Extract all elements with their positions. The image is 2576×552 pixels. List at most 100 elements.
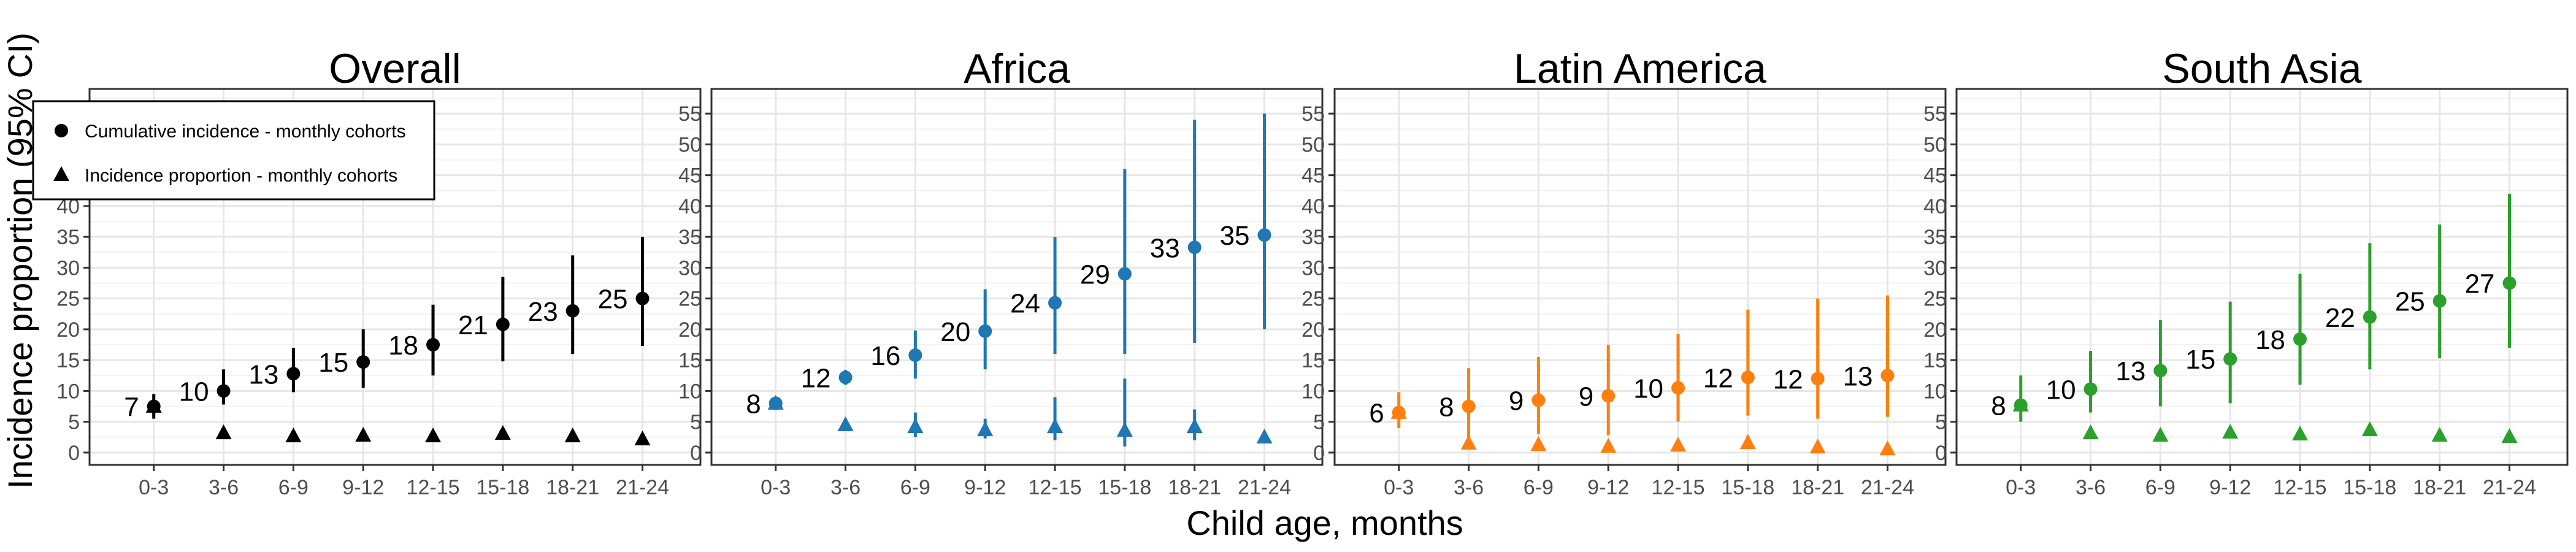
data-point-triangle — [1186, 418, 1203, 434]
x-tick-label: 15-18 — [1721, 476, 1774, 499]
data-point-circle — [1462, 399, 1476, 413]
y-tick-label: 55 — [678, 102, 702, 126]
y-tick-label: 15 — [1923, 349, 1947, 372]
data-point-triangle — [2222, 423, 2239, 439]
data-point-triangle — [2431, 426, 2448, 442]
data-label: 25 — [598, 285, 628, 315]
legend: Cumulative incidence - monthly cohorts In… — [32, 100, 435, 201]
data-point-triangle — [1116, 421, 1133, 437]
x-tick-label: 6-9 — [900, 476, 930, 499]
data-point-circle — [496, 317, 510, 331]
data-label: 8 — [746, 389, 761, 420]
y-tick-label: 45 — [1301, 164, 1325, 188]
data-label: 20 — [940, 317, 970, 347]
x-tick-label: 0-3 — [139, 476, 169, 499]
y-tick-label: 0 — [1313, 442, 1325, 465]
x-tick-label: 6-9 — [278, 476, 309, 499]
x-tick-label: 18-21 — [546, 476, 599, 499]
data-label: 13 — [2115, 356, 2145, 386]
data-point-circle — [426, 338, 440, 352]
data-point-circle — [2153, 364, 2168, 378]
data-point-triangle — [1047, 418, 1064, 434]
data-point-circle — [1741, 370, 1755, 385]
x-tick-label: 18-21 — [1168, 476, 1221, 499]
y-tick-label: 0 — [68, 442, 80, 465]
x-tick-label: 21-24 — [1861, 476, 1914, 499]
data-label: 35 — [1220, 221, 1250, 251]
data-label: 12 — [1703, 363, 1733, 393]
y-tick-label: 10 — [1923, 380, 1947, 403]
panel-title: Africa — [964, 45, 1070, 92]
y-tick-label: 20 — [678, 318, 702, 342]
x-tick-label: 15-18 — [476, 476, 529, 499]
x-tick-label: 3-6 — [209, 476, 239, 499]
y-tick-label: 50 — [1301, 133, 1325, 156]
y-tick-label: 25 — [56, 288, 80, 311]
x-tick-label: 18-21 — [2413, 476, 2466, 499]
y-tick-label: 35 — [1301, 226, 1325, 249]
y-tick-label: 55 — [1923, 102, 1947, 126]
panel-border — [88, 88, 702, 466]
data-point-circle — [1187, 240, 1202, 255]
data-point-circle — [1671, 381, 1685, 395]
data-point-triangle — [2292, 425, 2309, 441]
data-point-triangle — [215, 424, 232, 440]
x-tick-label: 21-24 — [1238, 476, 1291, 499]
data-label: 9 — [1579, 381, 1593, 412]
legend-circle-icon — [55, 124, 68, 137]
x-tick-label: 12-15 — [407, 476, 460, 499]
data-point-circle — [1601, 389, 1616, 403]
panel-title: South Asia — [2162, 45, 2361, 92]
data-point-triangle — [1739, 434, 1756, 450]
data-label: 18 — [2255, 325, 2285, 355]
y-tick-label: 20 — [1923, 318, 1947, 342]
y-tick-label: 10 — [1301, 380, 1325, 403]
data-label: 15 — [318, 348, 348, 378]
y-tick-label: 30 — [1923, 256, 1947, 280]
y-tick-label: 25 — [1923, 288, 1947, 311]
data-point-circle — [2223, 352, 2237, 366]
data-point-triangle — [2012, 396, 2029, 412]
data-point-triangle — [1809, 439, 1826, 454]
y-tick-label: 5 — [1935, 411, 1947, 434]
x-tick-label: 21-24 — [2483, 476, 2536, 499]
data-point-triangle — [2361, 421, 2378, 437]
data-label: 16 — [870, 341, 900, 371]
data-label: 8 — [1991, 391, 2006, 421]
data-point-circle — [2502, 276, 2517, 290]
data-label: 13 — [1843, 361, 1873, 391]
x-tick-label: 0-3 — [2006, 476, 2036, 499]
data-point-circle — [1811, 372, 1825, 386]
y-tick-label: 10 — [678, 380, 702, 403]
legend-item-label: Incidence proportion - monthly cohorts — [85, 166, 397, 186]
data-label: 27 — [2465, 269, 2495, 299]
x-axis-label: Child age, months — [1186, 504, 1463, 542]
y-tick-label: 40 — [1301, 195, 1325, 218]
data-label: 23 — [528, 297, 558, 327]
y-tick-label: 30 — [1301, 256, 1325, 280]
x-tick-label: 9-12 — [1587, 476, 1629, 499]
y-tick-label: 20 — [56, 318, 80, 342]
y-tick-label: 0 — [1935, 442, 1947, 465]
data-label: 24 — [1010, 289, 1040, 319]
panel-title: Overall — [329, 45, 461, 92]
y-tick-label: 50 — [678, 133, 702, 156]
x-tick-label: 9-12 — [964, 476, 1006, 499]
data-point-triangle — [425, 427, 442, 443]
x-tick-label: 3-6 — [1454, 476, 1484, 499]
data-point-triangle — [1460, 435, 1477, 450]
data-point-circle — [635, 291, 650, 305]
x-tick-label: 6-9 — [1524, 476, 1554, 499]
data-point-circle — [2363, 310, 2377, 324]
data-point-triangle — [1256, 428, 1273, 444]
data-point-circle — [978, 324, 992, 338]
data-point-triangle — [2082, 424, 2099, 440]
panel-border — [710, 88, 1324, 466]
data-label: 10 — [2046, 375, 2076, 405]
legend-triangle-icon — [53, 166, 69, 181]
data-label: 13 — [248, 359, 278, 389]
data-label: 6 — [1369, 399, 1384, 429]
data-label: 25 — [2395, 287, 2425, 317]
x-tick-label: 12-15 — [1029, 476, 1082, 499]
